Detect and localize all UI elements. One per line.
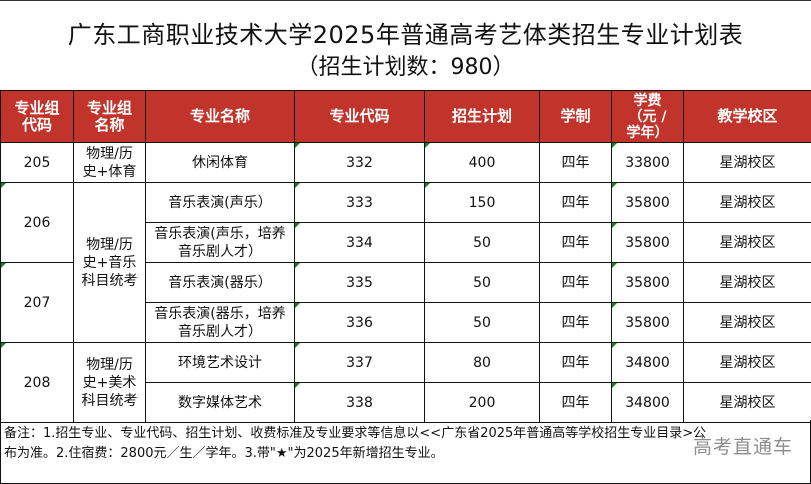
plan-cell: 50: [424, 262, 540, 303]
col-major-name: 专业名称: [145, 90, 295, 143]
col-fee: 学费 （元 / 学年）: [611, 90, 684, 143]
duration-cell: 四年: [539, 342, 612, 383]
watermark: 高考直通车: [692, 436, 793, 458]
col-duration: 学制: [539, 90, 612, 143]
notes-line-1: 备注：1.招生专业、专业代码、招生计划、收费标准及专业要求等信息以<<广东省20…: [4, 426, 707, 441]
group-code-cell: 205: [0, 142, 74, 183]
fee-cell: 33800: [611, 142, 684, 183]
campus-cell: 星湖校区: [683, 342, 811, 383]
campus-cell: 星湖校区: [683, 182, 811, 223]
col-plan: 招生计划: [424, 90, 540, 143]
enrollment-plan-table: 专业组 代码 专业组 名称 专业名称 专业代码 招生计划 学制 学费 （元 / 学年） …: [0, 90, 811, 423]
group-code-cell: 207: [0, 262, 74, 343]
campus-cell: 星湖校区: [683, 262, 811, 303]
col-campus: 教学校区: [683, 90, 811, 143]
major-name-cell: 音乐表演(声乐）: [145, 182, 295, 223]
group-name-cell: 物理/历 史+体育: [73, 142, 146, 183]
group-name-cell: 物理/历 史+美术 科目统考: [73, 342, 146, 423]
table-row: 音乐表演(声乐，培养 音乐剧人才） 334 50 四年 35800 星湖校区: [1, 222, 811, 263]
major-name-cell: 数字媒体艺术: [145, 382, 295, 423]
plan-cell: 400: [424, 142, 540, 183]
campus-cell: 星湖校区: [683, 142, 811, 183]
major-code-cell: 337: [294, 342, 425, 383]
group-code-cell: 206: [0, 182, 74, 263]
header-row: 专业组 代码 专业组 名称 专业名称 专业代码 招生计划 学制 学费 （元 / 学年） …: [0, 90, 811, 143]
col-group-name: 专业组 名称: [73, 90, 146, 143]
col-major-code: 专业代码: [294, 90, 425, 143]
major-code-cell: 336: [294, 302, 425, 343]
duration-cell: 四年: [539, 302, 612, 343]
plan-cell: 80: [424, 342, 540, 383]
plan-cell: 150: [424, 182, 540, 223]
major-name-cell: 休闲体育: [145, 142, 295, 183]
major-name-cell: 环境艺术设计: [145, 342, 295, 383]
page-title: 广东工商职业技术大学2025年普通高考艺体类招生专业计划表: [67, 21, 744, 49]
fee-cell: 34800: [611, 382, 684, 423]
group-code-cell: 208: [0, 342, 74, 423]
duration-cell: 四年: [539, 262, 612, 303]
fee-cell: 35800: [611, 182, 684, 223]
duration-cell: 四年: [539, 182, 612, 223]
major-code-cell: 332: [294, 142, 425, 183]
title-block: 广东工商职业技术大学2025年普通高考艺体类招生专业计划表 （招生计划数：980…: [0, 0, 811, 91]
duration-cell: 四年: [539, 142, 612, 183]
fee-cell: 35800: [611, 302, 684, 343]
plan-cell: 200: [424, 382, 540, 423]
group-name-cell: 物理/历 史+音乐 科目统考: [73, 182, 146, 343]
table-row: 音乐表演(器乐，培养 音乐剧人才） 336 50 四年 35800 星湖校区: [1, 302, 811, 343]
campus-cell: 星湖校区: [683, 302, 811, 343]
major-code-cell: 338: [294, 382, 425, 423]
fee-cell: 35800: [611, 262, 684, 303]
major-name-cell: 音乐表演(器乐，培养 音乐剧人才）: [145, 302, 295, 343]
page-subtitle: （招生计划数：980）: [296, 55, 515, 80]
major-name-cell: 音乐表演(声乐，培养 音乐剧人才）: [145, 222, 295, 263]
table-row: 205 物理/历 史+体育 休闲体育 332 400 四年 33800 星湖校区: [0, 142, 811, 183]
plan-cell: 50: [424, 302, 540, 343]
fee-cell: 35800: [611, 222, 684, 263]
duration-cell: 四年: [539, 382, 612, 423]
duration-cell: 四年: [539, 222, 612, 263]
table-row: 208 物理/历 史+美术 科目统考 环境艺术设计 337 80 四年 34800 …: [0, 342, 811, 423]
notes: 备注：1.招生专业、专业代码、招生计划、收费标准及专业要求等信息以<<广东省20…: [0, 420, 811, 484]
table-row: 206 物理/历 史+音乐 科目统考 音乐表演(声乐） 333 150 四年 358…: [0, 182, 811, 343]
notes-line-2: 布为准。2.住宿费：2800元／生／学年。3.带"★"为2025年新增招生专业。: [4, 446, 444, 461]
campus-cell: 星湖校区: [683, 382, 811, 423]
table-row: 207 音乐表演(器乐） 335 50 四年 35800 星湖校区: [0, 262, 811, 343]
major-code-cell: 333: [294, 182, 425, 223]
fee-cell: 34800: [611, 342, 684, 383]
major-code-cell: 334: [294, 222, 425, 263]
major-name-cell: 音乐表演(器乐）: [145, 262, 295, 303]
table-row: 数字媒体艺术 338 200 四年 34800 星湖校区: [1, 382, 811, 423]
plan-cell: 50: [424, 222, 540, 263]
campus-cell: 星湖校区: [683, 222, 811, 263]
col-group-code: 专业组 代码: [0, 90, 74, 143]
major-code-cell: 335: [294, 262, 425, 303]
